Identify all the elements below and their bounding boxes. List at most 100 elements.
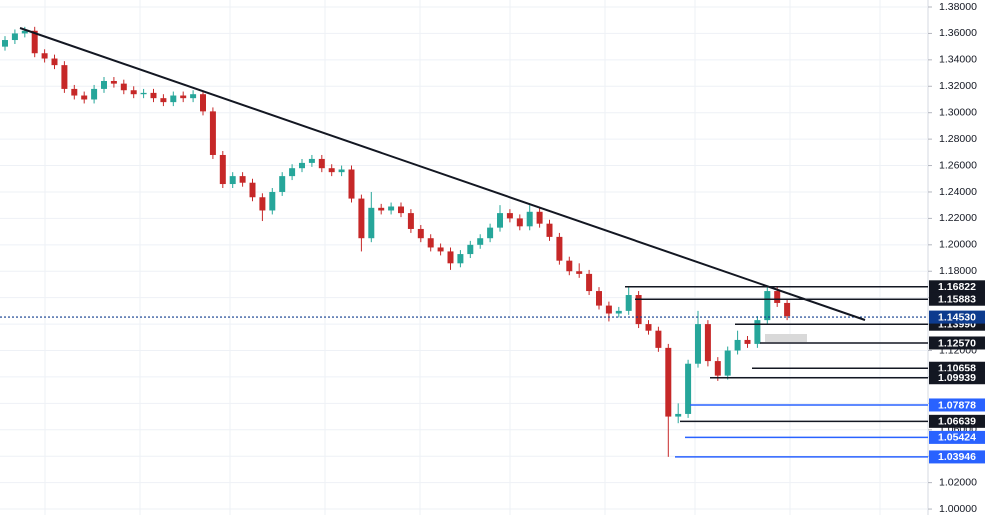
- candle-body: [675, 413, 682, 417]
- highlight-box: [765, 334, 807, 342]
- candle-body: [704, 324, 711, 362]
- y-tick-label: 1.20000: [939, 239, 977, 251]
- candle-body: [536, 211, 543, 224]
- candle-body: [180, 95, 187, 99]
- candle-body: [130, 90, 137, 95]
- candle-body: [457, 254, 464, 264]
- candle-body: [447, 251, 454, 264]
- candle-body: [615, 310, 622, 314]
- candle-body: [556, 236, 563, 261]
- candle-body: [774, 291, 781, 303]
- candle-body: [229, 176, 236, 185]
- y-tick-label: 1.38000: [939, 1, 977, 13]
- candle-body: [150, 92, 157, 99]
- level-label: 1.15883: [938, 293, 976, 305]
- candle-body: [506, 213, 513, 219]
- level-label-box: [929, 398, 985, 412]
- candle-body: [784, 302, 791, 317]
- candle-body: [586, 273, 593, 292]
- candle-body: [417, 228, 424, 239]
- candle-body: [576, 271, 583, 274]
- level-label: 1.07878: [938, 399, 976, 411]
- level-label: 1.09939: [938, 372, 976, 384]
- candle-body: [269, 191, 276, 211]
- level-label: 1.03946: [938, 451, 976, 463]
- level-label-box: [929, 450, 985, 464]
- candle-body: [368, 207, 375, 239]
- candle-body: [487, 227, 494, 239]
- candle-body: [526, 211, 533, 227]
- candle-body: [328, 168, 335, 173]
- y-tick-label: 1.00000: [939, 503, 977, 515]
- candle-body: [239, 176, 246, 183]
- candle-body: [338, 169, 345, 173]
- y-tick-label: 1.26000: [939, 159, 977, 171]
- candle-body: [714, 361, 721, 376]
- candle-body: [289, 168, 296, 177]
- candle-body: [724, 350, 731, 376]
- candle-body: [190, 94, 197, 99]
- y-tick-label: 1.24000: [939, 186, 977, 198]
- candle-body: [497, 213, 503, 228]
- level-label-box: [929, 414, 985, 428]
- candle-body: [655, 330, 662, 348]
- candle-body: [31, 30, 38, 54]
- trend-line: [19, 27, 866, 321]
- candle-body: [101, 80, 107, 89]
- candle-body: [81, 95, 88, 100]
- candle-body: [378, 207, 385, 211]
- candle-body: [120, 83, 127, 91]
- candle-body: [209, 111, 216, 155]
- level-label-box: [929, 336, 985, 350]
- candle-body: [41, 53, 48, 59]
- candle-body: [71, 88, 78, 96]
- level-label-box: [929, 430, 985, 444]
- y-tick-label: 1.18000: [939, 265, 977, 277]
- candle-body: [695, 324, 701, 364]
- y-tick-label: 1.32000: [939, 80, 977, 92]
- candle-body: [467, 244, 474, 255]
- candle-body: [605, 305, 612, 314]
- candle-body: [249, 182, 256, 198]
- candle-body: [11, 33, 18, 41]
- level-label-box: [929, 280, 985, 294]
- candle-body: [427, 238, 434, 248]
- candle-body: [21, 30, 28, 34]
- candle-body: [516, 218, 523, 227]
- candle-body: [219, 154, 226, 185]
- candle-body: [51, 58, 58, 66]
- level-label-box: [929, 292, 985, 306]
- candle-body: [754, 320, 761, 344]
- candle-body: [665, 347, 672, 417]
- candle-body: [625, 295, 632, 311]
- candle-body: [734, 339, 741, 351]
- y-tick-label: 1.36000: [939, 27, 977, 39]
- y-tick-label: 1.34000: [939, 54, 977, 66]
- candle-body: [140, 92, 147, 95]
- candle-body: [259, 197, 266, 211]
- candle-body: [61, 65, 68, 89]
- candle-body: [200, 94, 206, 112]
- candle-body: [2, 40, 8, 47]
- y-tick-label: 1.30000: [939, 106, 977, 118]
- candle-body: [91, 88, 98, 100]
- candle-body: [437, 247, 444, 252]
- level-label-box: [929, 371, 985, 385]
- candle-body: [110, 80, 117, 84]
- candle-body: [299, 162, 305, 169]
- candle-body: [635, 295, 642, 325]
- level-label: 1.16822: [938, 281, 976, 293]
- candle-body: [348, 169, 355, 199]
- candle-body: [308, 158, 315, 163]
- candle-body: [744, 339, 751, 344]
- candle-body: [477, 238, 484, 245]
- candle-body: [398, 206, 404, 214]
- level-label: 1.14530: [938, 311, 976, 323]
- candle-body: [388, 206, 395, 211]
- y-tick-label: 1.28000: [939, 133, 977, 145]
- candle-body: [358, 198, 365, 239]
- candle-body: [764, 291, 771, 321]
- candle-body: [596, 291, 602, 306]
- price-labels: 1.168221.158831.139901.125701.106581.099…: [929, 280, 985, 464]
